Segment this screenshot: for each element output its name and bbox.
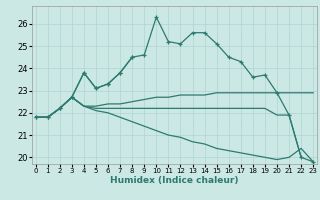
X-axis label: Humidex (Indice chaleur): Humidex (Indice chaleur) [110,176,239,185]
